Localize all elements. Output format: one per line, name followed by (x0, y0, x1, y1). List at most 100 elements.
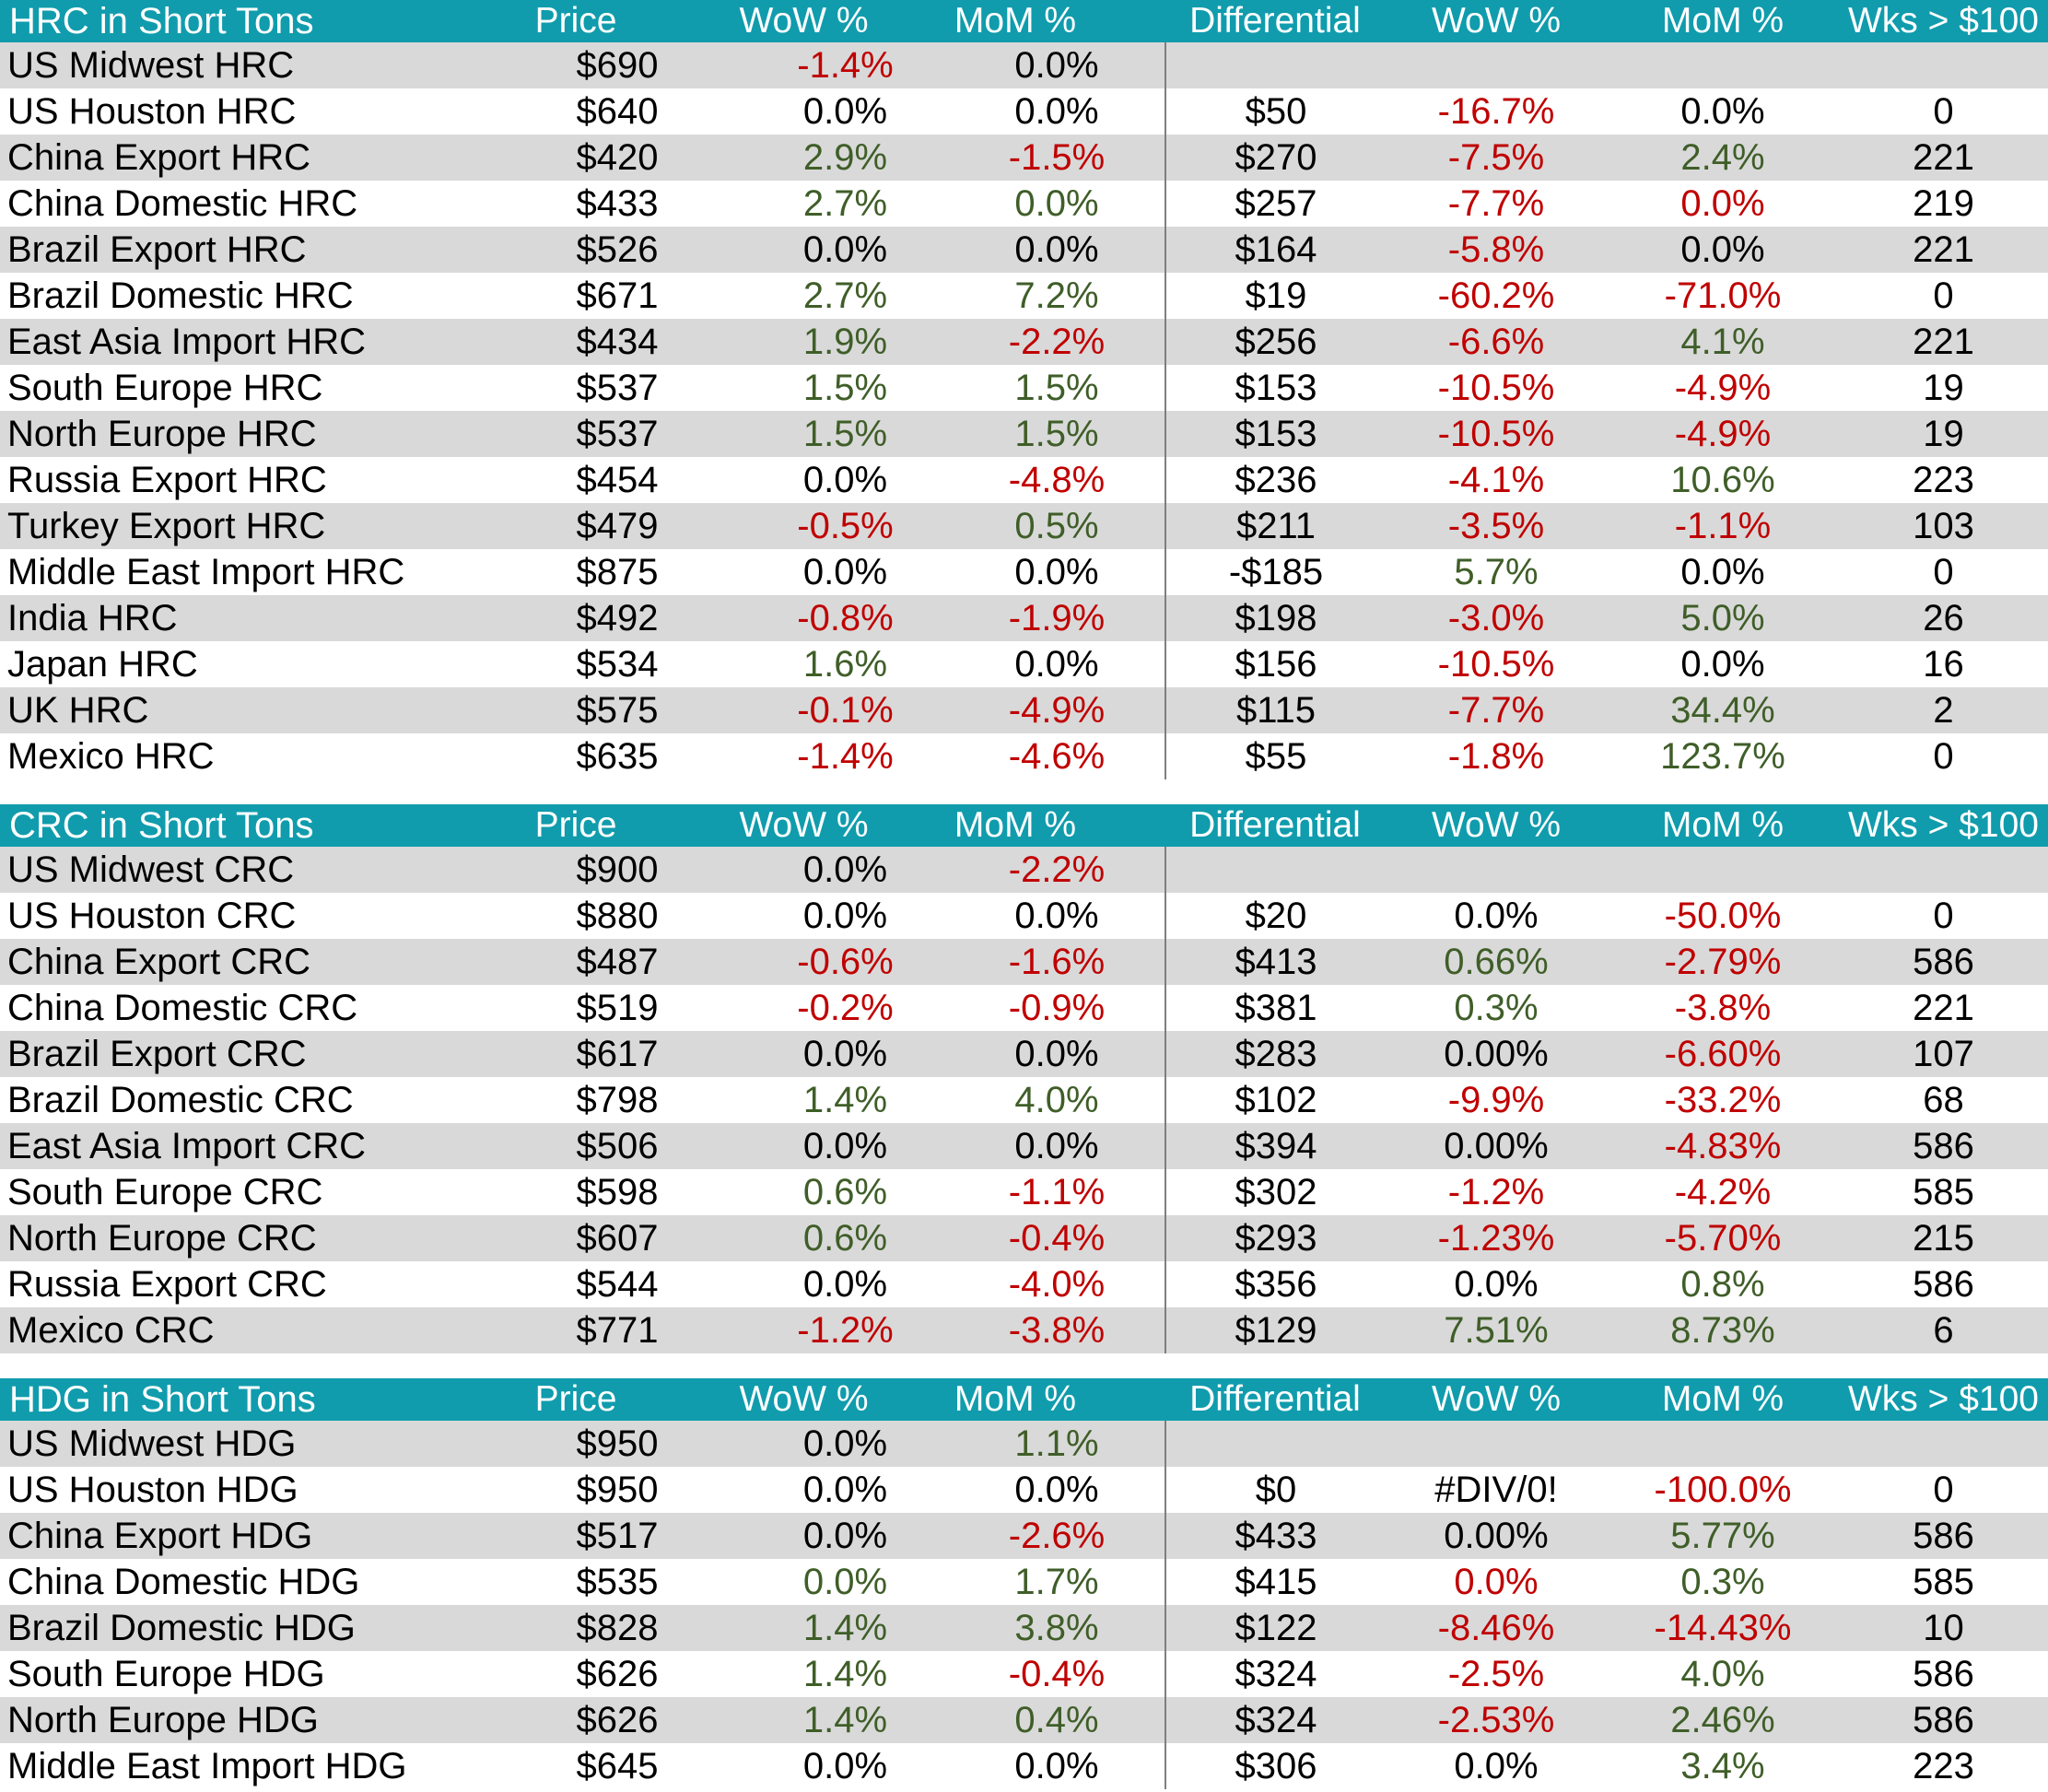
price-cell: $479 (576, 505, 659, 546)
diff-mom-cell (1607, 847, 1839, 893)
table-row: Middle East Import HRC $875 0.0% 0.0% -$… (0, 549, 2048, 595)
wks-over-100-cell: 19 (1923, 367, 1964, 408)
differential-cell: -$185 (1164, 549, 1386, 595)
mom-cell: 0.0% (1014, 1125, 1099, 1166)
wks-over-100-cell: 586 (1913, 1699, 1974, 1740)
wks-over-100-cell: 585 (1913, 1561, 1974, 1602)
row-label: US Midwest HRC (7, 44, 295, 86)
diff-wow-cell: 0.0% (1454, 1263, 1539, 1305)
table-row: US Houston CRC $880 0.0% 0.0% $20 0.0% -… (0, 893, 2048, 939)
row-label: China Domestic HRC (7, 182, 358, 224)
section-gap (0, 779, 2048, 804)
price-cell: $950 (576, 1423, 659, 1464)
diff-mom-cell (1607, 1421, 1839, 1467)
diff-wow-cell: -7.5% (1447, 136, 1545, 178)
row-label: Brazil Domestic HRC (7, 275, 354, 316)
diff-wow-cell: -60.2% (1437, 275, 1555, 316)
diff-mom-cell: 0.8% (1680, 1263, 1765, 1305)
diff-wow-cell: -5.8% (1447, 228, 1545, 270)
row-label: Russia Export CRC (7, 1263, 327, 1305)
col-header-wow: WoW % (739, 1379, 869, 1419)
table-body: US Midwest HDG $950 0.0% 1.1% US Houston… (0, 1421, 2048, 1789)
wow-cell: -0.6% (797, 941, 894, 982)
row-label: Mexico HRC (7, 735, 215, 777)
wow-cell: 0.0% (802, 90, 888, 132)
differential-cell: $394 (1164, 1123, 1386, 1169)
differential-cell (1164, 847, 1386, 893)
differential-cell: $356 (1164, 1261, 1386, 1307)
differential-cell: $55 (1164, 733, 1386, 779)
diff-mom-cell: 4.1% (1680, 321, 1765, 362)
row-label: Japan HRC (7, 643, 198, 685)
wow-cell: -1.2% (797, 1309, 894, 1351)
price-cell: $506 (576, 1125, 659, 1166)
mom-cell: -4.8% (1008, 459, 1106, 500)
col-header-diff-wow: WoW % (1431, 805, 1562, 845)
mom-cell: 1.1% (1014, 1423, 1099, 1464)
diff-wow-cell (1386, 42, 1607, 88)
mom-cell: -4.6% (1008, 735, 1106, 777)
differential-cell: $283 (1164, 1031, 1386, 1077)
price-cell: $454 (576, 459, 659, 500)
diff-mom-cell: -4.2% (1674, 1171, 1772, 1212)
differential-cell: $153 (1164, 365, 1386, 411)
price-cell: $575 (576, 689, 659, 731)
wks-over-100-cell: 0 (1933, 1469, 1954, 1510)
wow-cell: 0.0% (802, 551, 888, 592)
wow-cell: -0.2% (797, 987, 894, 1028)
wks-over-100-cell: 586 (1913, 941, 1974, 982)
mom-cell: -4.0% (1008, 1263, 1106, 1305)
wks-over-100-cell: 586 (1913, 1515, 1974, 1556)
row-label: China Export CRC (7, 941, 311, 982)
diff-mom-cell: 2.4% (1680, 136, 1765, 178)
wow-cell: 0.6% (802, 1171, 888, 1212)
diff-wow-cell: -2.53% (1437, 1699, 1555, 1740)
price-cell: $492 (576, 597, 659, 638)
price-cell: $517 (576, 1515, 659, 1556)
wow-cell: 0.0% (802, 849, 888, 890)
row-label: China Domestic HDG (7, 1561, 360, 1602)
row-label: US Houston CRC (7, 895, 297, 936)
wow-cell: 2.7% (802, 275, 888, 316)
table-row: Middle East Import HDG $645 0.0% 0.0% $3… (0, 1743, 2048, 1789)
mom-cell: 3.8% (1014, 1607, 1099, 1648)
table-row: China Domestic HDG $535 0.0% 1.7% $415 0… (0, 1559, 2048, 1605)
table-row: Brazil Domestic HDG $828 1.4% 3.8% $122 … (0, 1605, 2048, 1651)
mom-cell: 0.0% (1014, 895, 1099, 936)
diff-wow-cell: -6.6% (1447, 321, 1545, 362)
diff-mom-cell: -33.2% (1664, 1079, 1782, 1120)
price-cell: $487 (576, 941, 659, 982)
differential-cell: $236 (1164, 457, 1386, 503)
wow-cell: 0.0% (802, 895, 888, 936)
table-row: UK HRC $575 -0.1% -4.9% $115 -7.7% 34.4%… (0, 687, 2048, 733)
table-row: Mexico CRC $771 -1.2% -3.8% $129 7.51% 8… (0, 1307, 2048, 1353)
diff-mom-cell: -4.9% (1674, 413, 1772, 454)
wow-cell: 1.4% (802, 1699, 888, 1740)
diff-mom-cell: -3.8% (1674, 987, 1772, 1028)
diff-mom-cell: 0.0% (1680, 90, 1765, 132)
differential-cell: $413 (1164, 939, 1386, 985)
row-label: Turkey Export HRC (7, 505, 326, 546)
row-label: Middle East Import HDG (7, 1745, 407, 1786)
table-row: China Domestic HRC $433 2.7% 0.0% $257 -… (0, 181, 2048, 227)
row-label: Brazil Domestic HDG (7, 1607, 356, 1648)
wks-over-100-cell: 2 (1933, 689, 1954, 731)
wow-cell: 1.4% (802, 1653, 888, 1694)
wks-over-100-cell: 219 (1913, 182, 1974, 224)
col-header-diff-mom: MoM % (1661, 1379, 1785, 1419)
wow-cell: 0.0% (802, 459, 888, 500)
price-table-section: HRC in Short Tons Price WoW % MoM % Diff… (0, 0, 2048, 779)
wow-cell: -0.1% (797, 689, 894, 731)
diff-mom-cell: -100.0% (1654, 1469, 1792, 1510)
wow-cell: -1.4% (797, 735, 894, 777)
wow-cell: 2.9% (802, 136, 888, 178)
col-header-mom: MoM % (954, 1, 1077, 41)
row-label: US Houston HDG (7, 1469, 298, 1510)
diff-mom-cell: -71.0% (1664, 275, 1782, 316)
diff-wow-cell (1386, 847, 1607, 893)
row-label: US Midwest HDG (7, 1423, 297, 1464)
wks-over-100-cell: 586 (1913, 1125, 1974, 1166)
price-cell: $626 (576, 1699, 659, 1740)
table-row: US Midwest CRC $900 0.0% -2.2% (0, 847, 2048, 893)
diff-wow-cell: -10.5% (1437, 367, 1555, 408)
